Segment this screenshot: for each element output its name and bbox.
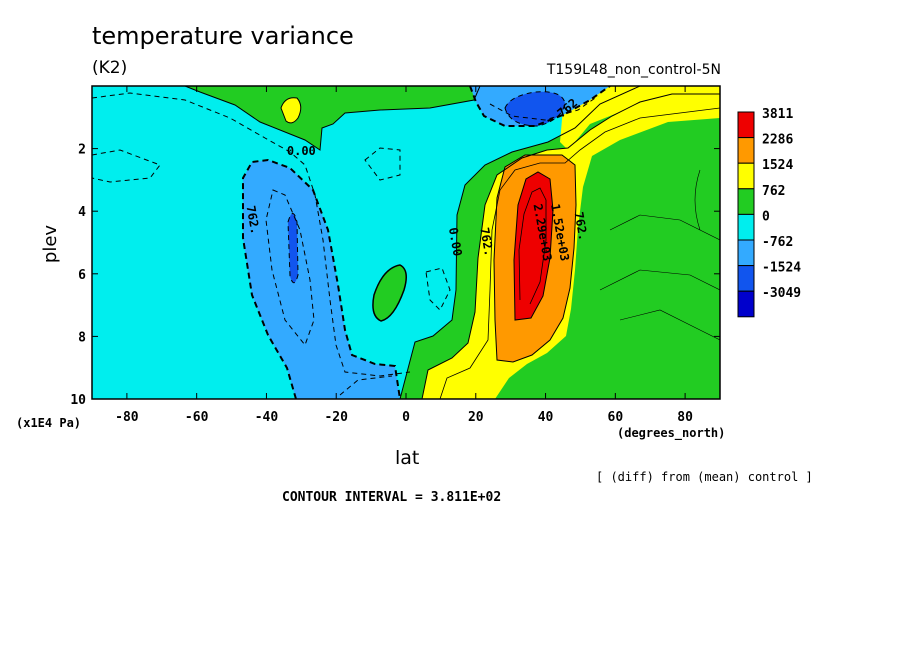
colorbar-label: 0: [762, 209, 770, 224]
chart-title: temperature variance: [92, 22, 354, 50]
northern-thin-contours: [599, 169, 720, 341]
y-axis-units: (x1E4 Pa): [16, 416, 82, 430]
contour-field: [92, 86, 720, 399]
x-tick-label: -20: [324, 410, 348, 425]
contour-interval: CONTOUR INTERVAL = 3.811E+02: [282, 490, 502, 505]
y-tick-label: 6: [78, 268, 86, 283]
contour-label: 762.: [244, 204, 263, 235]
region-darkblue-south: [288, 213, 298, 283]
colorbar-swatch: [737, 290, 755, 318]
x-tick-label: 80: [677, 410, 693, 425]
colorbar-swatch: [737, 265, 755, 292]
y-tick-label: 10: [70, 393, 86, 408]
colorbar-label: 2286: [762, 133, 793, 148]
chart-units: (K2): [92, 58, 128, 78]
colorbar-label: -3049: [762, 286, 801, 301]
x-tick-label: 60: [608, 410, 624, 425]
colorbar-swatch: [737, 162, 755, 190]
x-tick-label: -40: [255, 410, 279, 425]
y-axis: 2 4 6 8 10 plev: [40, 143, 720, 408]
x-tick-label: 20: [468, 410, 484, 425]
y-tick-label: 8: [78, 330, 86, 345]
colorbar-label: 762: [762, 184, 785, 199]
contour-label: 0.00: [287, 144, 316, 158]
region-red-jet-core: [514, 172, 553, 320]
x-tick-label: -60: [185, 410, 209, 425]
colorbar-label: 1524: [762, 158, 793, 173]
y-tick-label: 4: [78, 205, 86, 220]
experiment-label: T159L48_non_control-5N: [546, 62, 721, 78]
colorbar-swatch: [737, 137, 755, 164]
region-green-island: [372, 265, 407, 321]
x-tick-label: 0: [402, 410, 410, 425]
colorbar-label: -762: [762, 235, 793, 250]
colorbar-swatch: [737, 188, 755, 215]
y-axis-label: plev: [40, 225, 61, 264]
dashed-contours: [92, 91, 599, 396]
colorbar-swatch: [737, 239, 755, 267]
contour-label: 0.00: [446, 226, 465, 257]
negative-contours: [242, 86, 611, 399]
region-green-top: [185, 86, 480, 150]
contour-lines: [184, 86, 720, 399]
region-yellow-north: [560, 86, 720, 150]
contour-label: 762.: [571, 211, 590, 242]
region-darkblue-upper: [505, 91, 565, 126]
x-tick-label: 40: [538, 410, 554, 425]
x-axis-label: lat: [395, 447, 420, 469]
contour-label: 762.: [477, 226, 496, 257]
colorbar-swatch: [737, 111, 755, 139]
colorbar-label: -1524: [762, 261, 801, 276]
colorbar-swatch: [737, 213, 755, 241]
x-axis: -80 -60 -40 -20 0 20 40 60 80: [115, 86, 693, 425]
x-tick-label: -80: [115, 410, 139, 425]
region-blue-south: [243, 160, 400, 399]
x-axis-units: (degrees_north): [617, 426, 726, 440]
diff-annotation: [ (diff) from (mean) control ]: [596, 470, 813, 484]
colorbar: 3811 2286 1524 762 0 -762 -1524 -3049: [737, 107, 801, 318]
colorbar-label: 3811: [762, 107, 793, 122]
region-yellow-top-island: [281, 97, 301, 123]
y-tick-label: 2: [78, 143, 86, 158]
